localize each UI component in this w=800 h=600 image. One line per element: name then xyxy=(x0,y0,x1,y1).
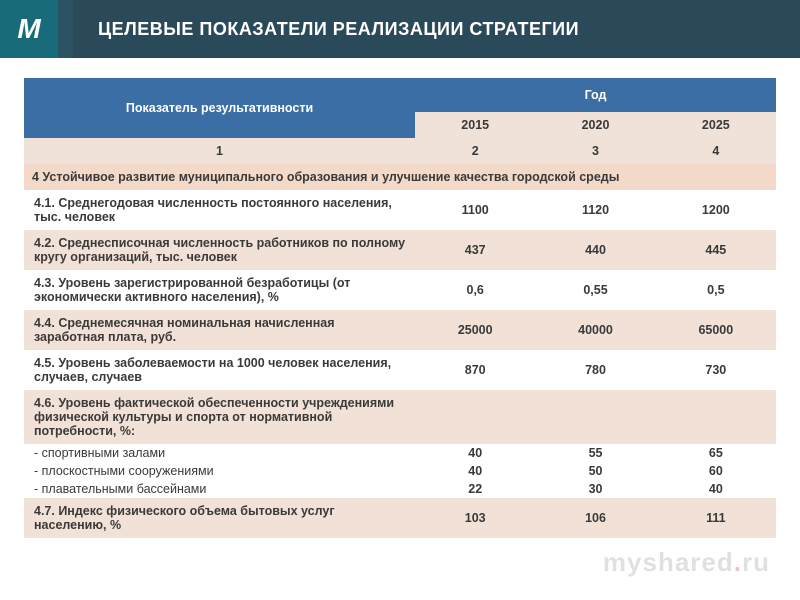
year-col-2025: 2025 xyxy=(656,112,776,138)
header-bar: М ЦЕЛЕВЫЕ ПОКАЗАТЕЛИ РЕАЛИЗАЦИИ СТРАТЕГИ… xyxy=(0,0,800,58)
subrow-val: 22 xyxy=(415,480,535,498)
subrow-val: 40 xyxy=(656,480,776,498)
row-val: 730 xyxy=(656,350,776,390)
row-label: 4.2. Среднесписочная численность работни… xyxy=(24,230,415,270)
subrow-val: 30 xyxy=(535,480,655,498)
year-col-2020: 2020 xyxy=(535,112,655,138)
row-val: 440 xyxy=(535,230,655,270)
subrow-label: - плавательными бассейнами xyxy=(24,480,415,498)
logo-glyph: М xyxy=(17,13,40,45)
table-subrow: - плоскостными сооружениями 40 50 60 xyxy=(24,462,776,480)
table-row: 4.3. Уровень зарегистрированной безработ… xyxy=(24,270,776,310)
row-val xyxy=(656,390,776,444)
row-val: 780 xyxy=(535,350,655,390)
row-val: 111 xyxy=(656,498,776,538)
row-val: 870 xyxy=(415,350,535,390)
row-val: 40000 xyxy=(535,310,655,350)
row-val: 0,55 xyxy=(535,270,655,310)
row-val: 445 xyxy=(656,230,776,270)
colnum-1: 1 xyxy=(24,138,415,164)
row-label: 4.7. Индекс физического объема бытовых у… xyxy=(24,498,415,538)
table-row: 4.2. Среднесписочная численность работни… xyxy=(24,230,776,270)
subrow-val: 40 xyxy=(415,444,535,462)
row-label: 4.6. Уровень фактической обеспеченности … xyxy=(24,390,415,444)
row-val: 1100 xyxy=(415,190,535,230)
table-row: 4.1. Среднегодовая численность постоянно… xyxy=(24,190,776,230)
row-val: 25000 xyxy=(415,310,535,350)
row-label: 4.4. Среднемесячная номинальная начислен… xyxy=(24,310,415,350)
table-container: Показатель результативности Год 2015 202… xyxy=(0,58,800,538)
row-val: 1200 xyxy=(656,190,776,230)
row-val: 437 xyxy=(415,230,535,270)
row-label: 4.5. Уровень заболеваемости на 1000 чело… xyxy=(24,350,415,390)
row-val: 1120 xyxy=(535,190,655,230)
col-header-year: Год xyxy=(415,78,776,112)
row-val: 65000 xyxy=(656,310,776,350)
row-val xyxy=(535,390,655,444)
subrow-val: 60 xyxy=(656,462,776,480)
table-header-row-colnums: 1 2 3 4 xyxy=(24,138,776,164)
col-header-indicator: Показатель результативности xyxy=(24,78,415,138)
watermark-prefix: myshared xyxy=(603,547,734,577)
section-title: 4 Устойчивое развитие муниципального обр… xyxy=(24,164,776,190)
indicators-table: Показатель результативности Год 2015 202… xyxy=(24,78,776,538)
watermark-dot: . xyxy=(734,547,742,577)
watermark-suffix: ru xyxy=(742,547,770,577)
colnum-3: 3 xyxy=(535,138,655,164)
table-subrow: - плавательными бассейнами 22 30 40 xyxy=(24,480,776,498)
table-subrow: - спортивными залами 40 55 65 xyxy=(24,444,776,462)
table-header-row-1: Показатель результативности Год xyxy=(24,78,776,112)
year-col-2015: 2015 xyxy=(415,112,535,138)
subrow-label: - плоскостными сооружениями xyxy=(24,462,415,480)
row-val: 103 xyxy=(415,498,535,538)
row-val: 106 xyxy=(535,498,655,538)
row-label: 4.1. Среднегодовая численность постоянно… xyxy=(24,190,415,230)
colnum-2: 2 xyxy=(415,138,535,164)
table-row: 4.7. Индекс физического объема бытовых у… xyxy=(24,498,776,538)
subrow-val: 40 xyxy=(415,462,535,480)
title-box: ЦЕЛЕВЫЕ ПОКАЗАТЕЛИ РЕАЛИЗАЦИИ СТРАТЕГИИ xyxy=(58,0,800,58)
table-row: 4.5. Уровень заболеваемости на 1000 чело… xyxy=(24,350,776,390)
table-row: 4.6. Уровень фактической обеспеченности … xyxy=(24,390,776,444)
row-val: 0,5 xyxy=(656,270,776,310)
row-val xyxy=(415,390,535,444)
page-title: ЦЕЛЕВЫЕ ПОКАЗАТЕЛИ РЕАЛИЗАЦИИ СТРАТЕГИИ xyxy=(98,19,579,40)
colnum-4: 4 xyxy=(656,138,776,164)
section-row: 4 Устойчивое развитие муниципального обр… xyxy=(24,164,776,190)
logo-box: М xyxy=(0,0,58,58)
row-label: 4.3. Уровень зарегистрированной безработ… xyxy=(24,270,415,310)
table-row: 4.4. Среднемесячная номинальная начислен… xyxy=(24,310,776,350)
subrow-val: 50 xyxy=(535,462,655,480)
subrow-label: - спортивными залами xyxy=(24,444,415,462)
row-val: 0,6 xyxy=(415,270,535,310)
subrow-val: 55 xyxy=(535,444,655,462)
watermark: myshared.ru xyxy=(603,547,770,578)
subrow-val: 65 xyxy=(656,444,776,462)
